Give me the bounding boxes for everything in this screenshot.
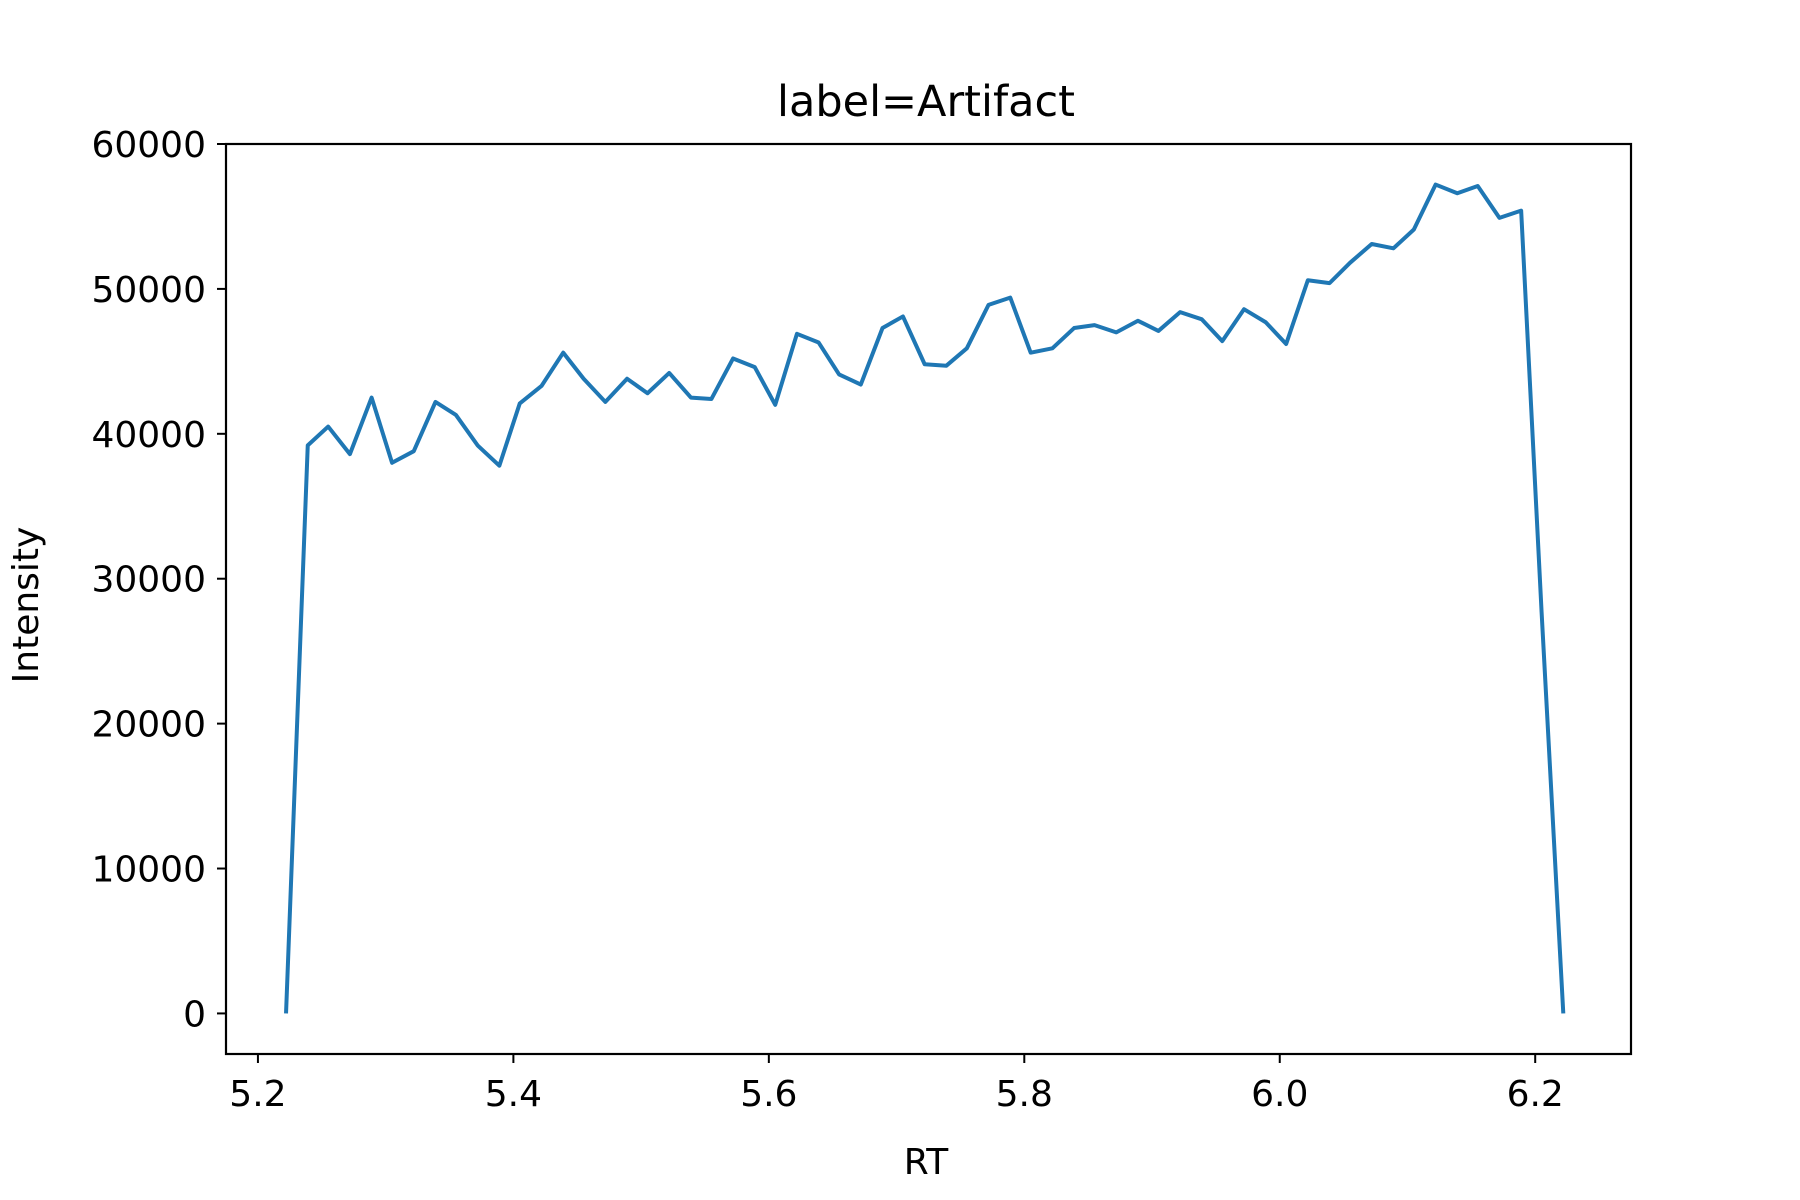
chart-title: label=Artifact bbox=[777, 77, 1075, 127]
x-tick-label: 6.0 bbox=[1251, 1074, 1308, 1115]
x-tick-label: 5.4 bbox=[485, 1074, 542, 1115]
x-tick-label: 5.2 bbox=[229, 1074, 286, 1115]
y-tick-label: 30000 bbox=[91, 560, 206, 601]
x-tick-label: 5.6 bbox=[740, 1074, 797, 1115]
y-tick-label: 10000 bbox=[91, 850, 206, 891]
y-tick-label: 20000 bbox=[91, 705, 206, 746]
x-tick-label: 6.2 bbox=[1507, 1074, 1564, 1115]
y-axis-title: Intensity bbox=[6, 527, 47, 684]
y-tick-label: 50000 bbox=[91, 270, 206, 311]
series-line bbox=[284, 182, 1566, 1014]
plot-area: 5.2 5.4 5.6 5.8 6.0 6.2 0 10000 20000 30000 40000 5… bbox=[91, 125, 1633, 1115]
x-tick-label: 5.8 bbox=[996, 1074, 1053, 1115]
y-tick-label: 40000 bbox=[91, 415, 206, 456]
plot-frame bbox=[224, 142, 1633, 1056]
x-axis-title: RT bbox=[904, 1142, 949, 1183]
y-tick-label: 60000 bbox=[91, 125, 206, 166]
y-tick-label: 0 bbox=[183, 994, 206, 1035]
